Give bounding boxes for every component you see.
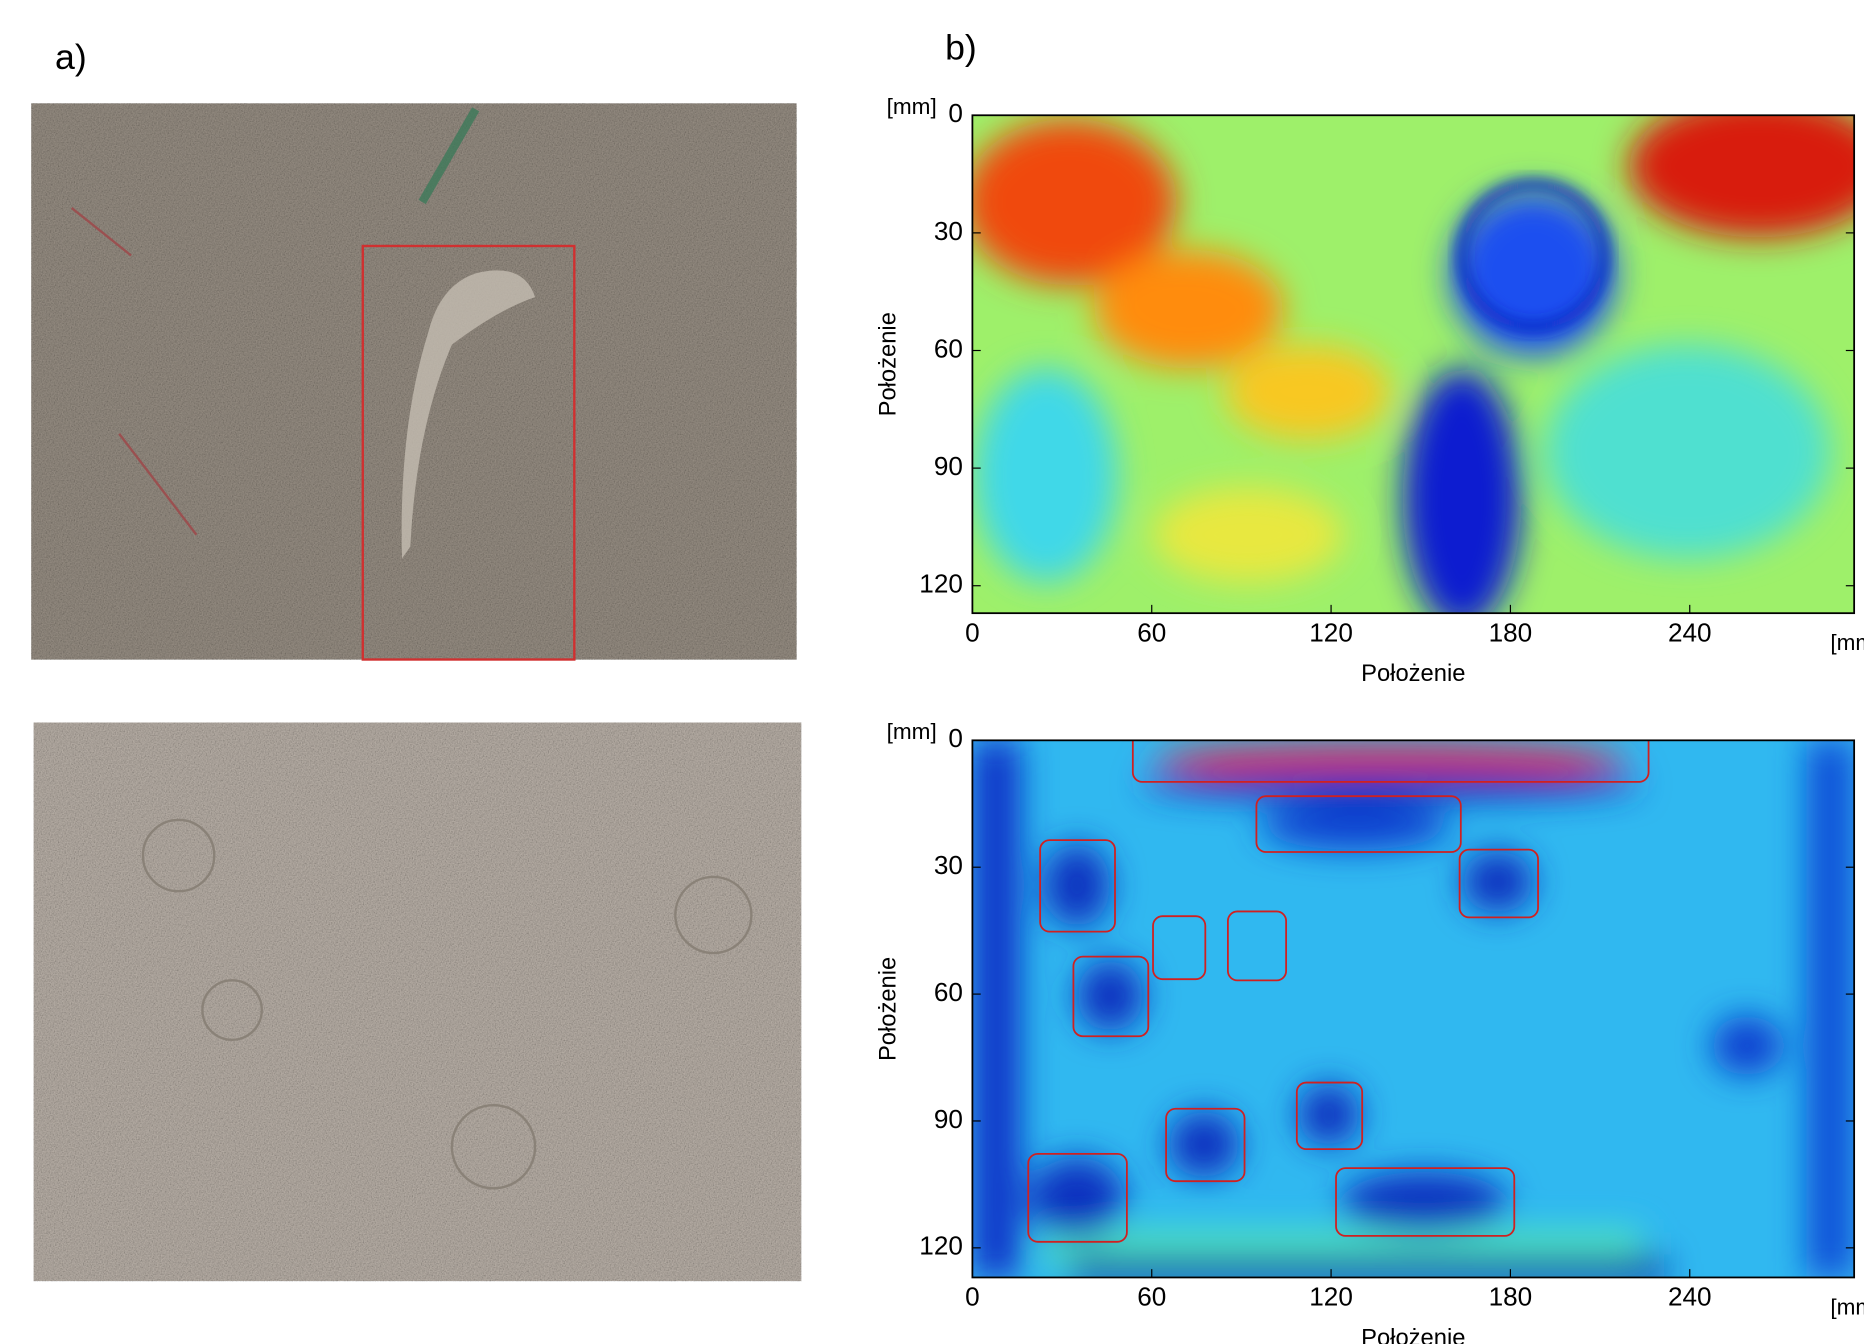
x-tick-label: 120 <box>1309 1282 1353 1312</box>
y-tick-label: 90 <box>934 451 963 481</box>
x-tick-label: 240 <box>1668 617 1712 647</box>
x-tick-label: 240 <box>1668 1282 1712 1312</box>
x-tick-label: 60 <box>1137 617 1166 647</box>
y-tick-label: 30 <box>934 850 963 880</box>
x-tick-label: 120 <box>1309 617 1353 647</box>
y-axis-label: Położenie <box>875 312 902 416</box>
y-unit: [mm] <box>887 94 937 119</box>
y-tick-label: 0 <box>948 98 963 128</box>
heatmap-image <box>963 95 1864 630</box>
photo <box>31 103 796 659</box>
photo <box>34 723 802 1282</box>
y-tick-label: 90 <box>934 1104 963 1134</box>
y-tick-label: 120 <box>919 1231 963 1261</box>
y-axis-label: Położenie <box>875 957 902 1061</box>
y-tick-label: 60 <box>934 333 963 363</box>
x-axis-label: Położenie <box>1361 660 1465 687</box>
x-tick-label: 0 <box>965 1282 980 1312</box>
y-tick-label: 30 <box>934 216 963 246</box>
panel-label: a) <box>55 37 87 77</box>
y-tick-label: 120 <box>919 569 963 599</box>
y-tick-label: 60 <box>934 977 963 1007</box>
y-tick-label: 0 <box>948 723 963 753</box>
figure: a) b) <box>0 0 1864 1344</box>
x-axis-label: Położenie <box>1361 1325 1465 1344</box>
x-unit: [mm] <box>1830 1294 1864 1319</box>
heatmap-image <box>972 727 1854 1281</box>
panel-label: b) <box>945 27 977 67</box>
x-tick-label: 0 <box>965 617 980 647</box>
y-unit: [mm] <box>887 719 937 744</box>
x-tick-label: 60 <box>1137 1282 1166 1312</box>
x-tick-label: 180 <box>1489 1282 1533 1312</box>
x-tick-label: 180 <box>1489 617 1533 647</box>
x-unit: [mm] <box>1830 630 1864 655</box>
